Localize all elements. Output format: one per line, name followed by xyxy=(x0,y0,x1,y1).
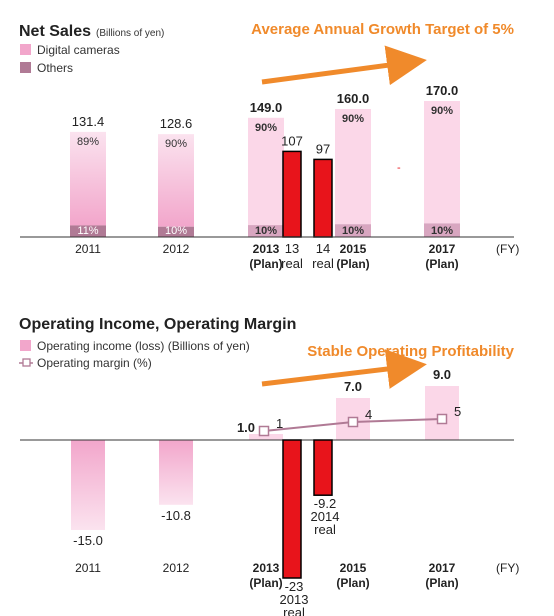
net-sales-actual-tick-0: 13 xyxy=(285,241,299,256)
net-sales-digital-pct-0: 89% xyxy=(77,136,99,148)
net-sales-others-pct-1: 10% xyxy=(165,225,187,237)
operating-income-actual-label-0-2: real xyxy=(283,605,305,616)
net-sales-plan-4: (Plan) xyxy=(425,257,458,271)
net-sales-total-2: 149.0 xyxy=(250,100,283,115)
operating-income-plan-2: (Plan) xyxy=(249,576,282,590)
net-sales-total-1: 128.6 xyxy=(160,116,193,131)
net-sales-total-4: 170.0 xyxy=(426,83,459,98)
net-sales-digital-pct-4: 90% xyxy=(431,105,453,117)
legend-label-others: Others xyxy=(37,61,73,75)
operating-income-actual-label-1-2: real xyxy=(314,522,336,537)
operating-income-actual-label-0-0: -23 xyxy=(285,579,304,594)
operating-income-year-2: 2013 xyxy=(253,561,280,575)
net-sales-year-3: 2015 xyxy=(340,242,367,256)
legend-label-operating-income: Operating income (loss) (Billions of yen… xyxy=(37,339,250,353)
operating-income-actual-bar-0 xyxy=(282,439,302,579)
growth-trend-arrow xyxy=(261,45,427,86)
net-sales-x-ticks: 2011 2012 2013(Plan)2015(Plan)2017(Plan)13… xyxy=(75,241,459,271)
legend-swatch-digital xyxy=(20,44,31,55)
net-sales-fy-label: (FY) xyxy=(496,242,519,256)
growth-target-label: Average Annual Growth Target of 5% xyxy=(251,21,514,38)
legend-label-digital: Digital cameras xyxy=(37,43,120,57)
operating-income-actual-label-1-1: 2014 xyxy=(311,509,340,524)
net-sales-bar-digital-2 xyxy=(248,117,284,226)
legend-swatch-others xyxy=(20,62,31,73)
operating-margin-point-0 xyxy=(258,425,270,437)
operating-margin-line: 1 4 5 xyxy=(258,404,461,437)
operating-income-bar-4 xyxy=(425,386,459,440)
net-sales-bar-digital-4 xyxy=(424,101,460,224)
operating-income-value-3: 7.0 xyxy=(344,379,362,394)
net-sales-bar-digital-1 xyxy=(158,134,194,227)
operating-income-year-1: 2012 xyxy=(163,561,190,575)
operating-income-year-3: 2015 xyxy=(340,561,367,575)
net-sales-actual-value-1: 97 xyxy=(316,141,330,156)
operating-income-value-2: 1.0 xyxy=(237,420,255,435)
legend-marker-margin xyxy=(22,358,31,367)
operating-income-title: Operating Income, Operating Margin xyxy=(19,316,296,333)
net-sales-year-2: 2013 xyxy=(253,242,280,256)
operating-margin-label-1: 4 xyxy=(365,407,372,422)
operating-income-value-0: -15.0 xyxy=(73,533,103,548)
operating-income-actual-label-0-1: 2013 xyxy=(280,592,309,607)
net-sales-others-pct-4: 10% xyxy=(431,225,453,237)
operating-margin-label-0: 1 xyxy=(276,416,283,431)
operating-income-value-1: -10.8 xyxy=(161,508,191,523)
net-sales-bar-others-2 xyxy=(248,225,284,237)
operating-income-year-4: 2017 xyxy=(429,561,456,575)
operating-income-bars: -15.0 -10.8 1.0 7.0 9.0 xyxy=(71,367,459,548)
net-sales-others-pct-3: 10% xyxy=(342,225,364,237)
net-sales-year-4: 2017 xyxy=(429,242,456,256)
operating-income-actual-bar-1 xyxy=(313,439,333,496)
operating-income-value-4: 9.0 xyxy=(433,367,451,382)
net-sales-title: Net Sales xyxy=(19,23,91,40)
operating-income-bar-0 xyxy=(71,440,105,530)
net-sales-total-3: 160.0 xyxy=(337,91,370,106)
net-sales-others-pct-0: 11% xyxy=(77,225,98,237)
net-sales-actual-bar-0 xyxy=(282,150,302,238)
net-sales-bar-others-1 xyxy=(158,226,194,237)
net-sales-digital-pct-2: 90% xyxy=(255,122,277,134)
operating-income-bar-1 xyxy=(159,440,193,505)
net-sales-actual-bar-1 xyxy=(313,158,333,238)
net-sales-plan-3: (Plan) xyxy=(336,257,369,271)
net-sales-plan-2: (Plan) xyxy=(249,257,282,271)
operating-margin-point-1 xyxy=(347,416,359,428)
net-sales-actual-tag-1: real xyxy=(312,256,334,271)
net-sales-bar-others-0 xyxy=(70,225,106,237)
legend-label-margin: Operating margin (%) xyxy=(37,356,152,370)
net-sales-actual-value-0: 107 xyxy=(281,133,303,148)
net-sales-bar-digital-3 xyxy=(335,109,371,225)
net-sales-bars: 131.4 89% 11% 128.6 90% 10% 149.0 90% 10% 160.0 90… xyxy=(70,83,460,238)
stray-mark: - xyxy=(397,162,401,174)
net-sales-bar-others-4 xyxy=(424,223,460,237)
net-sales-bar-digital-0 xyxy=(70,131,106,226)
operating-income-year-0: 2011 xyxy=(75,561,101,575)
net-sales-unit: (Billions of yen) xyxy=(96,28,164,39)
operating-income-plan-3: (Plan) xyxy=(336,576,369,590)
operating-income-actual-label-1-0: -9.2 xyxy=(314,496,336,511)
net-sales-bar-others-3 xyxy=(335,224,371,237)
operating-income-x-ticks: 2011 2012 2013(Plan)2015(Plan)2017(Plan) xyxy=(75,561,459,590)
operating-margin-point-2 xyxy=(436,413,448,425)
net-sales-others-pct-2: 10% xyxy=(255,225,277,237)
operating-margin-label-2: 5 xyxy=(454,404,461,419)
net-sales-actual-tick-1: 14 xyxy=(316,241,330,256)
net-sales-actual-tag-0: real xyxy=(281,256,303,271)
net-sales-digital-pct-1: 90% xyxy=(165,138,187,150)
net-sales-year-0: 2011 xyxy=(75,242,101,256)
operating-income-plan-4: (Plan) xyxy=(425,576,458,590)
operating-income-fy-label: (FY) xyxy=(496,561,519,575)
net-sales-year-1: 2012 xyxy=(163,242,190,256)
net-sales-digital-pct-3: 90% xyxy=(342,113,364,125)
profitability-label: Stable Operating Profitability xyxy=(307,343,514,360)
legend-swatch-operating-income xyxy=(20,340,31,351)
operating-income-bar-2 xyxy=(249,434,283,440)
net-sales-total-0: 131.4 xyxy=(72,114,105,129)
profitability-trend-arrow xyxy=(261,349,427,389)
